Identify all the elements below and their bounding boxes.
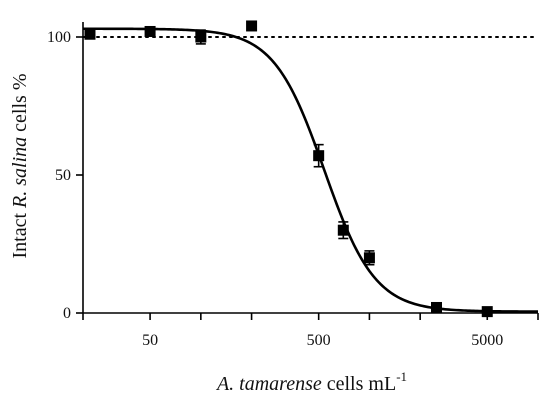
x-axis-ticks: 50 500 5000 (82, 313, 539, 349)
x-tick-label: 500 (307, 332, 331, 349)
data-point (144, 25, 156, 37)
data-point (195, 31, 207, 43)
data-point (363, 252, 375, 264)
data-point (337, 224, 349, 236)
fit-curve (83, 27, 538, 313)
data-point (313, 150, 325, 162)
data-point (481, 306, 493, 318)
data-point (431, 301, 443, 313)
data-point (246, 20, 258, 32)
y-axis-title: Intact R. salina cells % (9, 74, 31, 259)
x-axis-title: A. tamarense cells mL-1 (215, 369, 407, 395)
y-tick-label: 50 (55, 167, 71, 184)
y-axis-ticks: 0 50 100 (47, 29, 83, 322)
x-tick-label: 50 (142, 332, 158, 349)
x-tick-label: 5000 (471, 332, 503, 349)
data-points (84, 20, 493, 318)
data-point (84, 28, 96, 40)
y-tick-label: 0 (63, 305, 71, 322)
y-tick-label: 100 (47, 29, 71, 46)
